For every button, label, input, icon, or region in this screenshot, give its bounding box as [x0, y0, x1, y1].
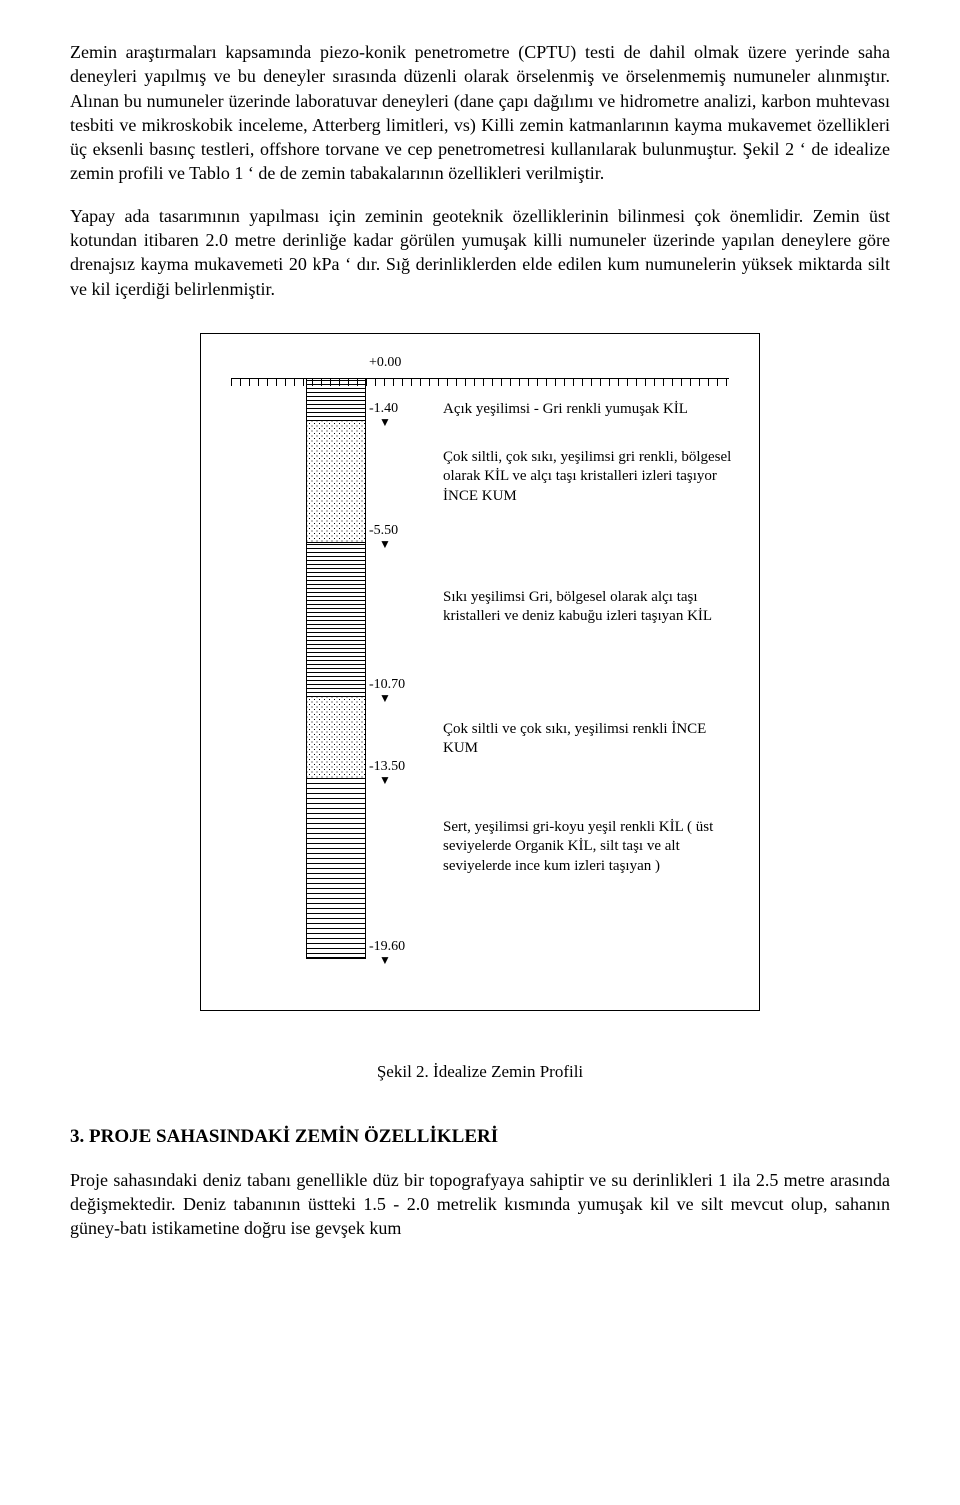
depth-marker-icon: ▼ [379, 416, 391, 428]
layer-divider [306, 958, 366, 959]
layer-divider [306, 420, 366, 421]
layer-divider [306, 542, 366, 543]
layer-divider [306, 696, 366, 697]
paragraph-1: Zemin araştırmaları kapsamında piezo-kon… [70, 40, 890, 186]
layer-description: Sıkı yeşilimsi Gri, bölgesel olarak alçı… [443, 588, 739, 627]
paragraph-3: Proje sahasındaki deniz tabanı genellikl… [70, 1168, 890, 1241]
soil-profile-figure: +0.00 -1.40▼Açık yeşilimsi - Gri renkli … [200, 333, 760, 1011]
soil-layer [307, 543, 365, 697]
layer-description: Çok siltli ve çok sıkı, yeşilimsi renkli… [443, 720, 739, 759]
layer-description: Çok siltli, çok sıkı, yeşilimsi gri renk… [443, 448, 739, 507]
depth-marker-icon: ▼ [379, 692, 391, 704]
depth-marker-icon: ▼ [379, 954, 391, 966]
soil-layer [307, 779, 365, 959]
layer-description: Sert, yeşilimsi gri-koyu yeşil renkli Kİ… [443, 818, 739, 877]
soil-profile-diagram: +0.00 -1.40▼Açık yeşilimsi - Gri renkli … [211, 348, 749, 988]
soil-layer [307, 421, 365, 543]
figure-caption: Şekil 2. İdealize Zemin Profili [70, 1061, 890, 1084]
layer-description: Açık yeşilimsi - Gri renkli yumuşak KİL [443, 400, 739, 420]
top-depth-label: +0.00 [369, 354, 401, 373]
paragraph-2: Yapay ada tasarımının yapılması için zem… [70, 204, 890, 301]
soil-layer [307, 697, 365, 779]
section-heading: 3. PROJE SAHASINDAKİ ZEMİN ÖZELLİKLERİ [70, 1124, 890, 1150]
layer-divider [306, 778, 366, 779]
soil-layer [307, 379, 365, 421]
soil-column [306, 378, 366, 958]
depth-marker-icon: ▼ [379, 538, 391, 550]
depth-marker-icon: ▼ [379, 774, 391, 786]
